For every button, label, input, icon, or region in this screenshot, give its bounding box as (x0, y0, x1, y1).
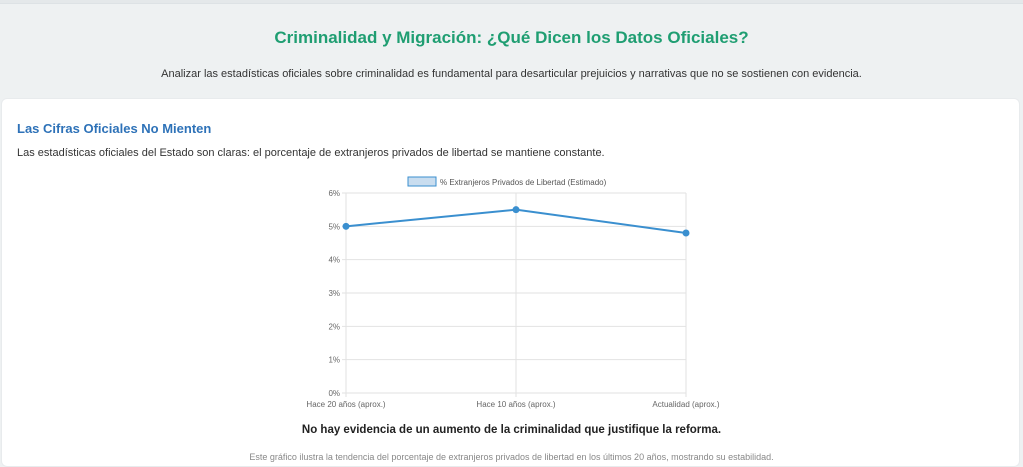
line-chart: 0% 1% 2% 3% 4% 5% 6% Hace 20 años (aprox.) Hace … (306, 176, 720, 409)
chart-conclusion: No hay evidencia de un aumento de la cri… (301, 424, 722, 436)
legend-swatch (407, 176, 437, 187)
x-tick-label: Actualidad (aprox.) (652, 400, 719, 409)
y-tick-label: 2% (328, 322, 340, 331)
x-tick-label: Hace 20 años (aprox.) (306, 400, 385, 409)
y-tick-label: 5% (328, 222, 340, 231)
data-point (512, 206, 520, 214)
data-point (342, 222, 350, 230)
y-tick-label: 4% (328, 256, 340, 265)
legend-label: % Extranjeros Privados de Libertad (Esti… (440, 178, 607, 187)
y-tick-label: 0% (328, 389, 340, 398)
intro-text: Analizar las estadísticas oficiales sobr… (161, 68, 862, 80)
y-tick-label: 1% (328, 356, 340, 365)
page-title: Criminalidad y Migración: ¿Qué Dicen los… (274, 28, 749, 47)
section-title: Las Cifras Oficiales No Mienten (17, 121, 212, 136)
data-point (682, 229, 690, 237)
y-tick-label: 6% (328, 189, 340, 198)
section-text: Las estadísticas oficiales del Estado so… (17, 147, 605, 159)
page-header: Criminalidad y Migración: ¿Qué Dicen los… (0, 4, 1023, 96)
chart-footnote: Este gráfico ilustra la tendencia del po… (249, 452, 774, 462)
top-border (0, 0, 1023, 4)
x-tick-label: Hace 10 años (aprox.) (476, 400, 555, 409)
y-tick-label: 3% (328, 289, 340, 298)
content-card: Las Cifras Oficiales No Mienten Las esta… (1, 98, 1020, 467)
